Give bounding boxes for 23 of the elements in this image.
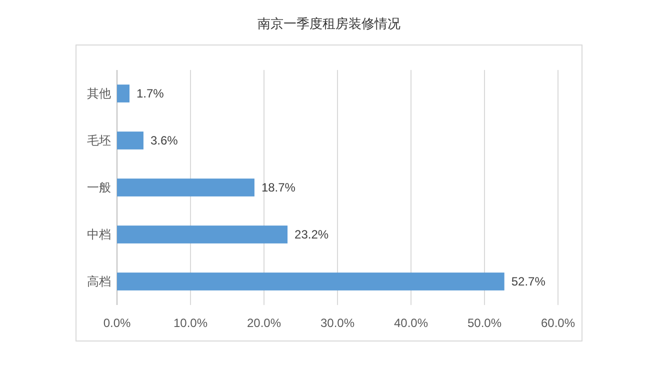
y-tick-label: 其他 [87,86,111,100]
data-label: 1.7% [136,86,164,100]
x-tick-label: 20.0% [246,316,282,330]
x-tick-label: 40.0% [394,316,428,330]
data-label: 23.2% [294,228,329,242]
chart-title: 南京一季度租房装修情况 [258,16,400,31]
x-tick-label: 10.0% [173,316,208,330]
bar [117,84,130,102]
bar [117,178,254,196]
x-tick-label: 30.0% [320,316,355,330]
bar [117,132,144,150]
y-tick-label: 高档 [87,274,111,288]
y-tick-label: 中档 [87,228,111,242]
y-tick-label: 一般 [87,180,111,194]
x-tick-label: 50.0% [467,316,502,330]
x-tick-label: 60.0% [540,316,576,330]
y-tick-label: 毛坯 [87,134,111,148]
data-label: 52.7% [511,274,546,288]
bar [117,226,288,244]
data-label: 3.6% [150,134,178,148]
x-tick-label: 0.0% [103,316,131,330]
data-label: 18.7% [261,180,296,194]
bar [117,272,504,290]
